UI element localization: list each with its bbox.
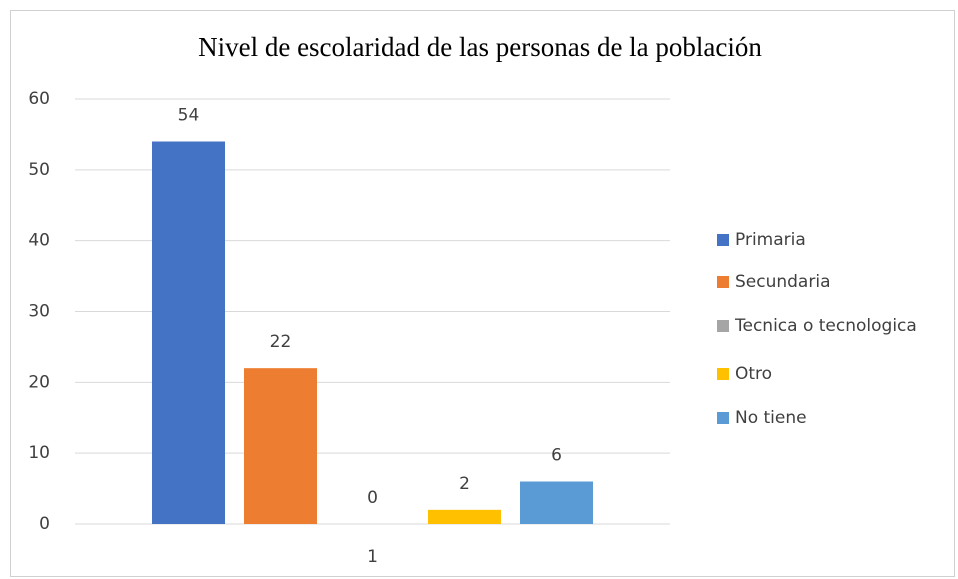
data-label: 6 (551, 446, 562, 466)
legend-label: No tiene (735, 408, 807, 428)
bar (520, 481, 593, 524)
legend-label: Tecnica o tecnologica (734, 316, 917, 336)
legend-swatch (717, 368, 729, 380)
data-label: 0 (367, 488, 378, 508)
legend-swatch (717, 412, 729, 424)
y-tick-label: 0 (39, 514, 50, 534)
legend-label: Primaria (735, 230, 806, 250)
legend-label: Secundaria (735, 272, 830, 292)
legend-swatch (717, 320, 729, 332)
legend-swatch (717, 234, 729, 246)
legend-swatch (717, 276, 729, 288)
bar (152, 141, 225, 524)
bar (244, 368, 317, 524)
data-label: 22 (270, 332, 292, 352)
data-label: 2 (459, 474, 470, 494)
y-tick-label: 60 (28, 89, 50, 109)
y-tick-label: 50 (28, 160, 50, 180)
bar (428, 509, 501, 524)
x-tick-label: 1 (367, 547, 378, 567)
y-tick-label: 20 (28, 372, 50, 392)
legend-label: Otro (735, 364, 772, 384)
y-tick-label: 10 (28, 443, 50, 463)
data-label: 54 (178, 106, 200, 126)
chart-title: Nivel de escolaridad de las personas de … (198, 32, 762, 62)
y-tick-label: 40 (28, 231, 50, 251)
y-tick-label: 30 (28, 302, 50, 322)
